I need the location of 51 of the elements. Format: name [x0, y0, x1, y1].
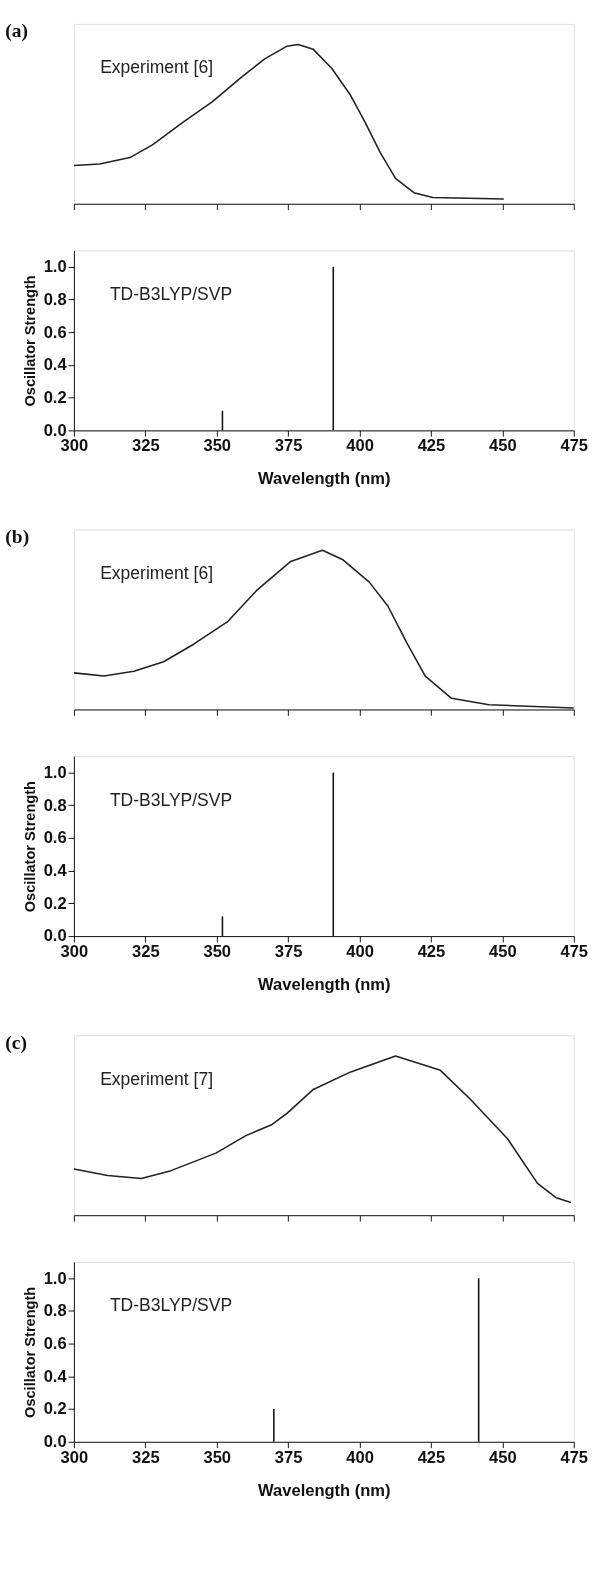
- x-tick-label: 425: [417, 942, 446, 962]
- y-tick-label: 1.0: [43, 762, 67, 782]
- annotation: TD-B3LYP/SVP: [109, 1295, 233, 1316]
- annotation: TD-B3LYP/SVP: [109, 284, 233, 305]
- y-tick-label: 0.4: [43, 355, 68, 375]
- x-tick-label: 475: [560, 1447, 589, 1467]
- y-tick-label: 0.4: [43, 1366, 68, 1386]
- x-tick-label: 350: [203, 1447, 231, 1467]
- x-axis-title: Wavelength (nm): [258, 975, 391, 995]
- y-tick-label: 0.2: [43, 388, 67, 408]
- y-tick-label: 0.8: [43, 289, 67, 309]
- annotation: Experiment [7]: [100, 1068, 213, 1089]
- x-tick-label: 450: [489, 942, 517, 962]
- y-tick-label: 0.8: [43, 1301, 67, 1321]
- y-tick-label: 1.0: [43, 257, 67, 277]
- y-axis-title: Oscillator Strength: [21, 275, 38, 407]
- y-tick-label: 0.8: [43, 795, 67, 815]
- y-axis-title: Oscillator Strength: [21, 781, 38, 913]
- chart-title: (a): [5, 20, 29, 43]
- x-tick-label: 325: [132, 436, 160, 456]
- x-tick-label: 375: [274, 1447, 303, 1467]
- x-tick-label: 400: [346, 436, 374, 456]
- x-tick-label: 350: [203, 436, 231, 456]
- y-tick-label: 0.6: [43, 828, 67, 848]
- y-tick-label: 0.6: [43, 322, 67, 342]
- x-tick-label: 375: [274, 436, 303, 456]
- x-tick-label: 450: [489, 1447, 517, 1467]
- annotation: TD-B3LYP/SVP: [109, 789, 233, 810]
- x-tick-label: 375: [274, 942, 303, 962]
- x-tick-label: 425: [417, 436, 446, 456]
- y-tick-label: 0.2: [43, 893, 67, 913]
- y-tick-label: 1.0: [43, 1268, 67, 1288]
- chart-title: (b): [5, 526, 30, 549]
- x-tick-label: 450: [489, 436, 517, 456]
- y-tick-label: 0.2: [43, 1399, 67, 1419]
- y-tick-label: 0.6: [43, 1334, 67, 1354]
- x-tick-label: 400: [346, 1447, 374, 1467]
- annotation: Experiment [6]: [100, 563, 213, 584]
- x-tick-label: 475: [560, 436, 589, 456]
- y-axis-title: Oscillator Strength: [21, 1286, 38, 1418]
- x-tick-label: 425: [417, 1447, 446, 1467]
- x-tick-label: 350: [203, 942, 231, 962]
- x-tick-label: 400: [346, 942, 374, 962]
- chart-title: (c): [5, 1031, 27, 1054]
- x-tick-label: 325: [132, 1447, 160, 1467]
- x-tick-label: 475: [560, 942, 589, 962]
- annotation: Experiment [6]: [100, 57, 213, 78]
- y-tick-label: 0.4: [43, 861, 68, 881]
- x-tick-label: 325: [132, 942, 160, 962]
- x-axis-title: Wavelength (nm): [258, 1480, 391, 1500]
- x-axis-title: Wavelength (nm): [258, 469, 391, 489]
